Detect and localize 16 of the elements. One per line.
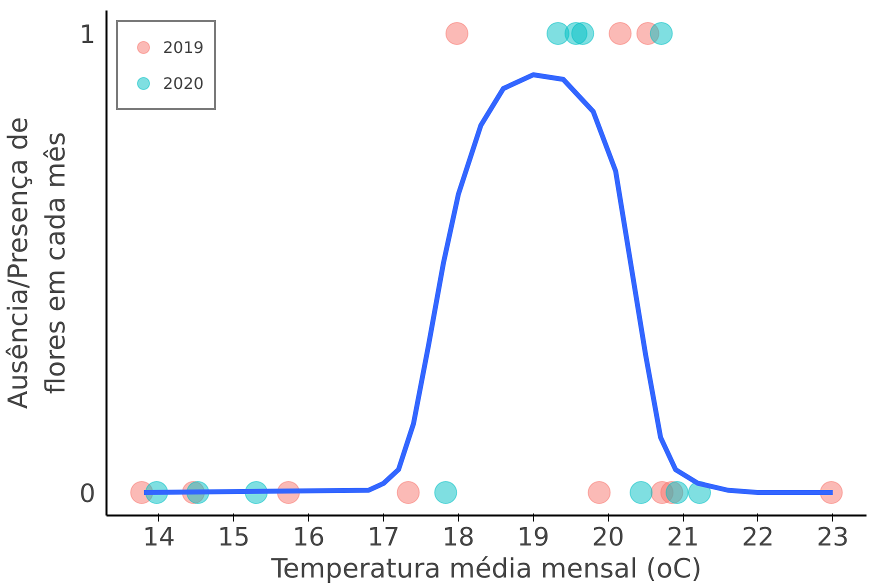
- x-tick-label: 14: [142, 522, 176, 552]
- y-tick-label: 0: [79, 478, 96, 508]
- x-tick-label: 23: [816, 522, 849, 552]
- x-tick-label: 22: [742, 522, 774, 552]
- legend-label: 2019: [163, 38, 204, 56]
- x-tick-label: 19: [517, 522, 550, 552]
- x-tick-label: 16: [292, 522, 325, 552]
- y-axis-title: Ausência/Presença de flores em cada mês: [3, 116, 72, 410]
- x-axis-title: Temperatura média mensal (oC): [270, 554, 702, 584]
- legend-label: 2020: [163, 74, 204, 92]
- x-tick-label: 17: [367, 522, 400, 552]
- x-tick-label: 21: [666, 522, 700, 552]
- x-tick-label: 15: [218, 522, 250, 552]
- x-tick-label: 18: [442, 522, 475, 552]
- x-tick-label: 20: [592, 522, 624, 552]
- y-tick-label: 1: [79, 18, 96, 49]
